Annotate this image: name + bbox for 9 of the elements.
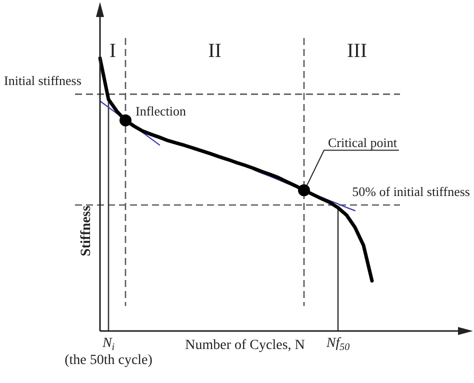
annotation: I — [109, 40, 116, 62]
annotation: III — [347, 40, 367, 62]
annotation: Inflection — [136, 103, 187, 118]
y-axis-title: Stiffness — [79, 205, 94, 256]
annotation: II — [208, 40, 222, 62]
annotation: Critical point — [328, 135, 398, 150]
ref-line-label: 50% of initial stiffness — [352, 184, 470, 199]
ref-line-label: Initial stiffness — [4, 73, 82, 88]
x-axis-title: Number of Cycles, N — [185, 338, 305, 353]
